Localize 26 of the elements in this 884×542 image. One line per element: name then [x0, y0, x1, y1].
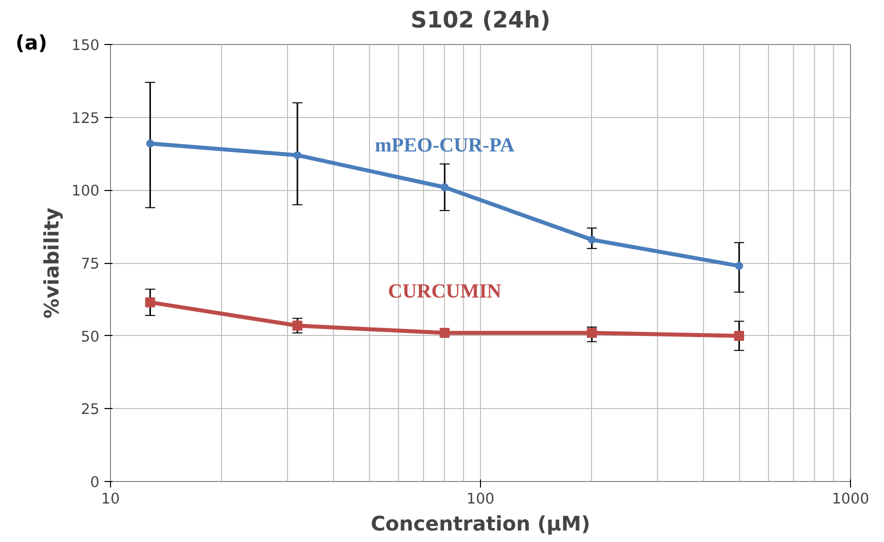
- point: [292, 320, 302, 331]
- point: [588, 236, 596, 244]
- text: (a): [16, 30, 48, 54]
- point: [145, 297, 156, 308]
- point: [734, 330, 744, 341]
- y-tick-label: 0: [90, 474, 100, 491]
- x-axis-title: Concentration (µM): [370, 512, 590, 536]
- y-tick-label: 75: [80, 256, 100, 272]
- point: [293, 151, 302, 160]
- series-label: CURCUMIN: [388, 280, 502, 302]
- y-tick-label: 25: [80, 401, 100, 418]
- point: [586, 328, 597, 338]
- point: [440, 183, 449, 192]
- x-tick-label: 100: [466, 490, 494, 508]
- x-tick-label: 1000: [832, 490, 870, 508]
- y-axis-title: %viability: [40, 208, 64, 318]
- point: [440, 328, 450, 338]
- x-tick-label: 10: [101, 490, 120, 508]
- y-tick-label: 100: [72, 182, 100, 200]
- y-tick-label: 125: [72, 110, 100, 127]
- y-tick-label: 150: [72, 37, 100, 54]
- chart-title: S102 (24h): [410, 8, 550, 34]
- point: [146, 140, 154, 148]
- point: [735, 262, 744, 270]
- y-tick-label: 50: [80, 328, 100, 346]
- series-label: mPEO-CUR-PA: [374, 134, 515, 157]
